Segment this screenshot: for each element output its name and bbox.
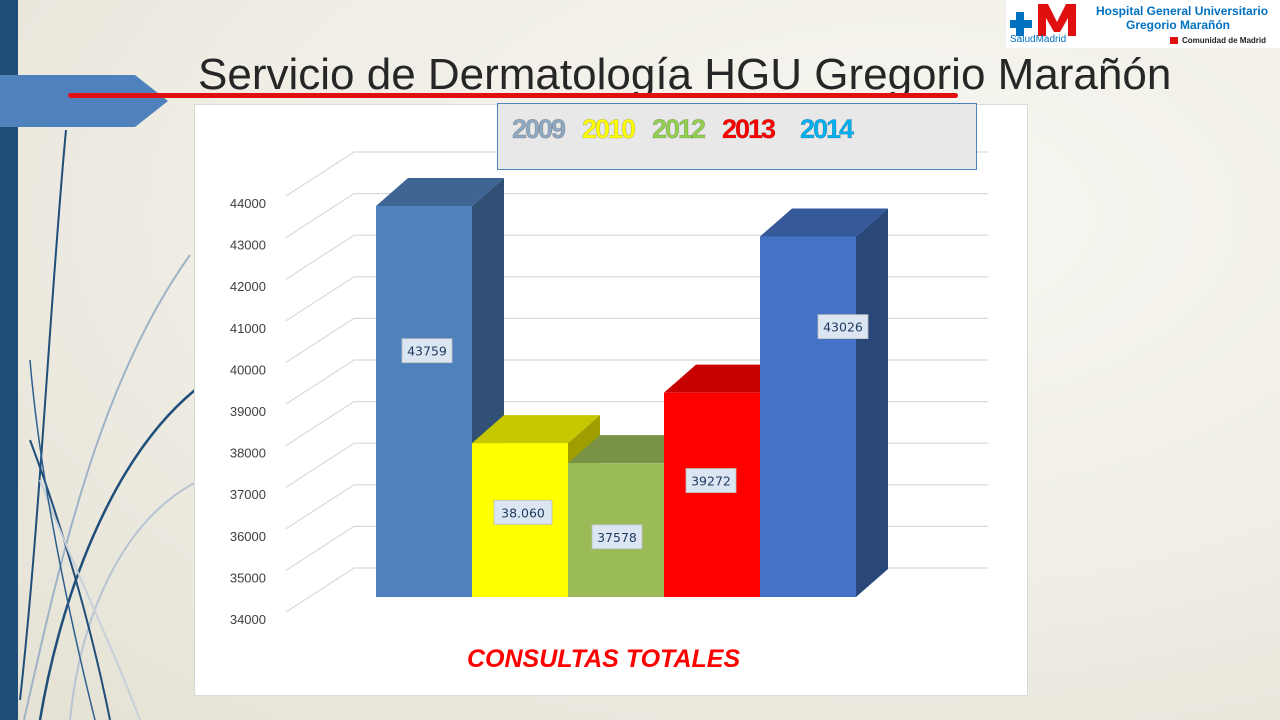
bar-front-face	[376, 206, 472, 597]
madrid-m-logo-icon	[1010, 4, 1076, 36]
bar-front-face	[664, 392, 760, 597]
y-tick-label: 42000	[230, 279, 266, 294]
decorative-curves	[19, 129, 201, 720]
legend-item-2014: 2014	[800, 114, 855, 145]
svg-text:39272: 39272	[691, 474, 731, 489]
data-label: 38.060	[493, 499, 553, 525]
bar-top-face	[760, 208, 888, 237]
title-underline	[68, 93, 958, 98]
left-accent-bar	[0, 0, 18, 720]
y-tick-label: 34000	[230, 612, 266, 627]
bar-front-face	[760, 236, 856, 597]
y-tick-label: 40000	[230, 362, 266, 377]
data-label: 43026	[817, 314, 869, 340]
y-tick-label: 41000	[230, 321, 266, 336]
svg-text:37578: 37578	[597, 530, 637, 545]
title-accent-tab	[0, 75, 168, 127]
gridline	[285, 193, 988, 239]
chart-panel	[194, 104, 1028, 696]
svg-text:43026: 43026	[823, 320, 863, 335]
data-label: 37578	[591, 524, 643, 550]
legend-item-2010: 2010	[582, 114, 637, 145]
y-tick-label: 37000	[230, 487, 266, 502]
hospital-logo: SaludMadrid Hospital General Universitar…	[1006, 0, 1280, 48]
y-tick-label: 35000	[230, 570, 266, 585]
legend-item-2012: 2012	[652, 114, 707, 145]
logo-region-text: Comunidad de Madrid	[1170, 36, 1266, 45]
logo-brand-text: SaludMadrid	[1010, 34, 1067, 45]
logo-hospital-line2: Gregorio Marañón	[1126, 18, 1231, 32]
y-tick-label: 38000	[230, 446, 266, 461]
y-tick-label: 43000	[230, 238, 266, 253]
legend-item-2013: 2013	[722, 114, 777, 145]
y-tick-label: 36000	[230, 529, 266, 544]
legend-item-2009: 2009	[512, 114, 567, 145]
y-tick-label: 39000	[230, 404, 266, 419]
bar-top-face	[472, 415, 600, 444]
x-axis-title: CONSULTAS TOTALES	[467, 645, 741, 673]
bar-top-face	[376, 178, 504, 207]
bar-2014	[760, 208, 888, 597]
slide-title: Servicio de Dermatología HGU Gregorio Ma…	[198, 50, 1172, 99]
svg-text:38.060: 38.060	[501, 505, 545, 520]
chart-legend: 2009 2010 2012 2013 2014	[497, 103, 977, 170]
y-tick-label: 44000	[230, 196, 266, 211]
svg-text:43759: 43759	[407, 344, 447, 359]
data-label: 39272	[685, 468, 737, 493]
data-label: 43759	[401, 338, 453, 364]
bar-2013	[664, 364, 792, 597]
region-flag-icon	[1170, 37, 1178, 44]
logo-hospital-line1: Hospital General Universitario	[1096, 4, 1269, 18]
bar-side-face	[856, 208, 888, 597]
